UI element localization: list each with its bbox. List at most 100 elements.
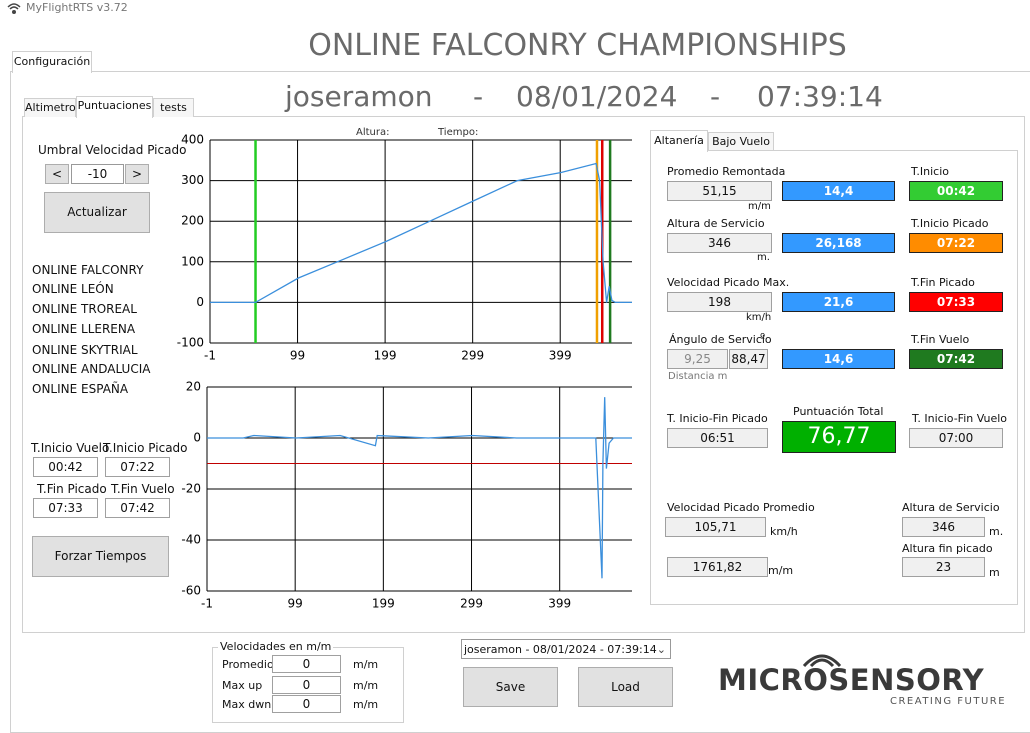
save-button[interactable]: Save xyxy=(463,667,558,707)
time-input[interactable]: 07:42 xyxy=(105,498,170,518)
timer-label: T.Inicio xyxy=(911,165,950,178)
timer-label: T.Fin Vuelo xyxy=(911,333,970,346)
tab-altaneria[interactable]: Altanería xyxy=(650,130,708,152)
y-tick-label: 400 xyxy=(181,133,204,147)
header-date: 08/01/2024 xyxy=(516,80,678,113)
timer-label: T.Fin Picado xyxy=(911,276,975,289)
x-tick-label: -1 xyxy=(201,597,213,611)
speed-value[interactable]: 0 xyxy=(272,676,341,694)
y-tick-label: 200 xyxy=(181,214,204,228)
x-tick-label: 299 xyxy=(461,349,484,363)
competition[interactable]: ONLINE LLERENA xyxy=(32,322,136,336)
time-label: T.Inicio Picado xyxy=(103,441,188,455)
result-value: 1761,82 xyxy=(667,557,768,577)
speed-label: Max dwn xyxy=(222,698,272,711)
result-label: Altura de Servicio xyxy=(667,217,765,230)
result-value: 88,47 xyxy=(729,349,768,369)
timer-value: 00:42 xyxy=(909,181,1003,201)
y-tick-label: -20 xyxy=(181,482,201,496)
result-label: T. Inicio-Fin Vuelo xyxy=(912,412,1008,425)
result-score: 26,168 xyxy=(782,233,895,253)
result-value: 346 xyxy=(667,233,772,253)
competition[interactable]: ONLINE ESPAÑA xyxy=(32,382,129,396)
time-input[interactable]: 00:42 xyxy=(33,457,98,477)
session-dropdown[interactable]: joseramon - 08/01/2024 - 07:39:14 ⌄ xyxy=(461,639,671,659)
result-label: Ángulo de Servicio xyxy=(669,333,772,346)
session-selected: joseramon - 08/01/2024 - 07:39:14 xyxy=(464,643,657,656)
x-tick-label: 99 xyxy=(288,597,303,611)
result-label: Promedio Remontada xyxy=(667,165,786,178)
y-tick-label: -60 xyxy=(181,584,201,598)
result-value: 23 xyxy=(902,557,985,577)
y-tick-label: 20 xyxy=(186,380,201,394)
tab-bajo-vuelo[interactable]: Bajo Vuelo xyxy=(708,132,774,151)
result-value: 07:00 xyxy=(909,428,1003,448)
competition[interactable]: ONLINE TROREAL xyxy=(32,302,137,316)
prev-button[interactable]: < xyxy=(45,164,69,184)
tab-puntuaciones[interactable]: Puntuaciones xyxy=(76,96,153,118)
window-title: MyFlightRTS v3.72 xyxy=(26,1,128,14)
competition[interactable]: ONLINE SKYTRIAL xyxy=(32,343,138,357)
result-value: 51,15 xyxy=(667,181,772,201)
result-label: Altura fin picado xyxy=(902,542,993,555)
y-tick-label: -40 xyxy=(181,533,201,547)
speed-unit: m/m xyxy=(353,698,379,711)
x-tick-label: 399 xyxy=(548,597,571,611)
tab-tests[interactable]: tests xyxy=(153,98,194,117)
result-unit: m. xyxy=(989,525,1004,538)
y-tick-label: 300 xyxy=(181,173,204,187)
result-score: 14,4 xyxy=(782,181,895,201)
speed-unit: m/m xyxy=(353,658,379,671)
logo-tagline: CREATING FUTURE xyxy=(890,696,1007,707)
timer-value: 07:33 xyxy=(909,292,1003,312)
result-score: 14,6 xyxy=(782,349,895,369)
header-title: ONLINE FALCONRY CHAMPIONSHIPS xyxy=(308,28,847,63)
timer-value: 07:42 xyxy=(909,349,1003,369)
header-separator: - xyxy=(710,80,721,113)
result-value: 346 xyxy=(902,517,985,537)
threshold-label: Umbral Velocidad Picado xyxy=(38,143,187,157)
data-line xyxy=(207,397,632,579)
result-value: 9,25 xyxy=(667,349,728,369)
competition[interactable]: ONLINE ANDALUCIA xyxy=(32,362,151,376)
result-note: Distancia m xyxy=(668,371,728,382)
result-unit: km/h xyxy=(746,312,772,323)
speed-value[interactable]: 0 xyxy=(272,695,341,713)
results-panel xyxy=(650,150,1018,605)
result-value: 105,71 xyxy=(665,517,766,537)
competition[interactable]: ONLINE FALCONRY xyxy=(32,263,144,277)
result-unit: m/m xyxy=(768,564,794,577)
time-input[interactable]: 07:33 xyxy=(33,498,98,518)
chart-annotation: Altura: xyxy=(356,127,390,138)
header-separator: - xyxy=(473,80,484,113)
header-user: joseramon xyxy=(285,80,433,113)
result-unit: km/h xyxy=(770,525,798,538)
y-tick-label: 0 xyxy=(193,431,201,445)
update-button[interactable]: Actualizar xyxy=(44,192,150,233)
logo-name: MICROSENSORY xyxy=(718,663,985,697)
force-times-button[interactable]: Forzar Tiempos xyxy=(32,536,169,577)
tab-altimetro[interactable]: Altimetro xyxy=(24,98,76,117)
load-button[interactable]: Load xyxy=(578,667,673,707)
x-tick-label: 299 xyxy=(460,597,483,611)
time-label: T.Inicio Vuelo xyxy=(31,441,110,455)
threshold-input[interactable]: -10 xyxy=(71,164,124,184)
speed-label: Promedio xyxy=(222,658,274,671)
tab-panel xyxy=(22,116,1025,633)
result-label: Velocidad Picado Max. xyxy=(667,276,790,289)
timer-value: 07:22 xyxy=(909,233,1003,253)
speed-value[interactable]: 0 xyxy=(272,655,341,673)
result-unit: m/m xyxy=(748,201,771,212)
next-button[interactable]: > xyxy=(125,164,149,184)
time-input[interactable]: 07:22 xyxy=(105,457,170,477)
result-unit: m xyxy=(989,566,1000,579)
x-tick-label: 99 xyxy=(290,349,305,363)
y-tick-label: 0 xyxy=(196,295,204,309)
tab-configuracion[interactable]: Configuración xyxy=(12,51,92,73)
speed-unit: m/m xyxy=(353,679,379,692)
time-label: T.Fin Vuelo xyxy=(111,482,175,496)
competition[interactable]: ONLINE LEÓN xyxy=(32,282,114,296)
x-tick-label: -1 xyxy=(204,349,216,363)
result-unit: m. xyxy=(757,252,770,263)
result-label: Altura de Servicio xyxy=(902,501,1000,514)
